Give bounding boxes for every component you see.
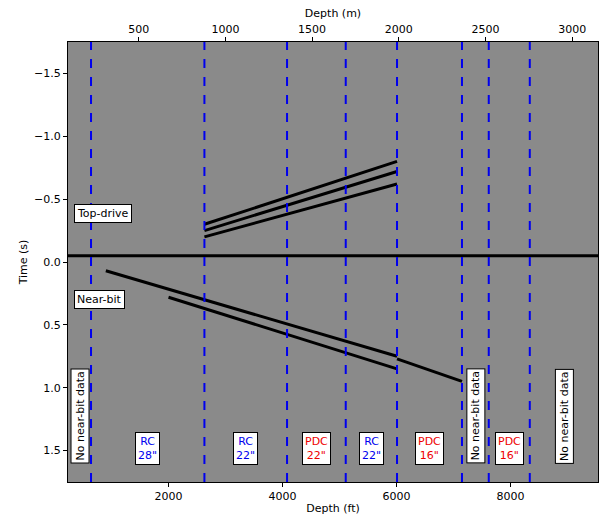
svg-text:500: 500: [128, 23, 149, 36]
svg-text:RC28": RC28": [138, 435, 157, 462]
svg-text:0.0: 0.0: [43, 256, 61, 269]
svg-text:PDC16": PDC16": [418, 435, 441, 462]
svg-text:Near-bit: Near-bit: [77, 293, 122, 306]
svg-text:No near-bit data: No near-bit data: [74, 371, 87, 460]
svg-text:RC22": RC22": [362, 435, 381, 462]
svg-text:4000: 4000: [268, 490, 296, 503]
svg-text:2000: 2000: [385, 23, 413, 36]
svg-text:8000: 8000: [496, 490, 524, 503]
svg-text:−0.5: −0.5: [34, 193, 61, 206]
svg-text:2500: 2500: [471, 23, 499, 36]
svg-text:1500: 1500: [298, 23, 326, 36]
svg-text:2000: 2000: [155, 490, 183, 503]
svg-text:6000: 6000: [382, 490, 410, 503]
svg-text:−1.0: −1.0: [34, 130, 61, 143]
svg-text:PDC22": PDC22": [305, 435, 328, 462]
svg-text:Time (s): Time (s): [17, 240, 30, 286]
svg-text:Top-drive: Top-drive: [77, 207, 129, 220]
svg-text:1000: 1000: [211, 23, 239, 36]
svg-text:1.0: 1.0: [43, 382, 61, 395]
svg-text:−1.5: −1.5: [34, 67, 61, 80]
svg-text:1.5: 1.5: [43, 444, 61, 457]
svg-text:Depth (ft): Depth (ft): [306, 502, 360, 515]
svg-text:0.5: 0.5: [43, 319, 61, 332]
svg-text:RC22": RC22": [236, 435, 255, 462]
svg-text:3000: 3000: [558, 23, 586, 36]
svg-text:Depth (m): Depth (m): [305, 7, 361, 20]
svg-text:No near-bit data: No near-bit data: [558, 372, 571, 461]
svg-text:PDC16": PDC16": [498, 435, 521, 462]
svg-text:No near-bit data: No near-bit data: [469, 371, 482, 460]
